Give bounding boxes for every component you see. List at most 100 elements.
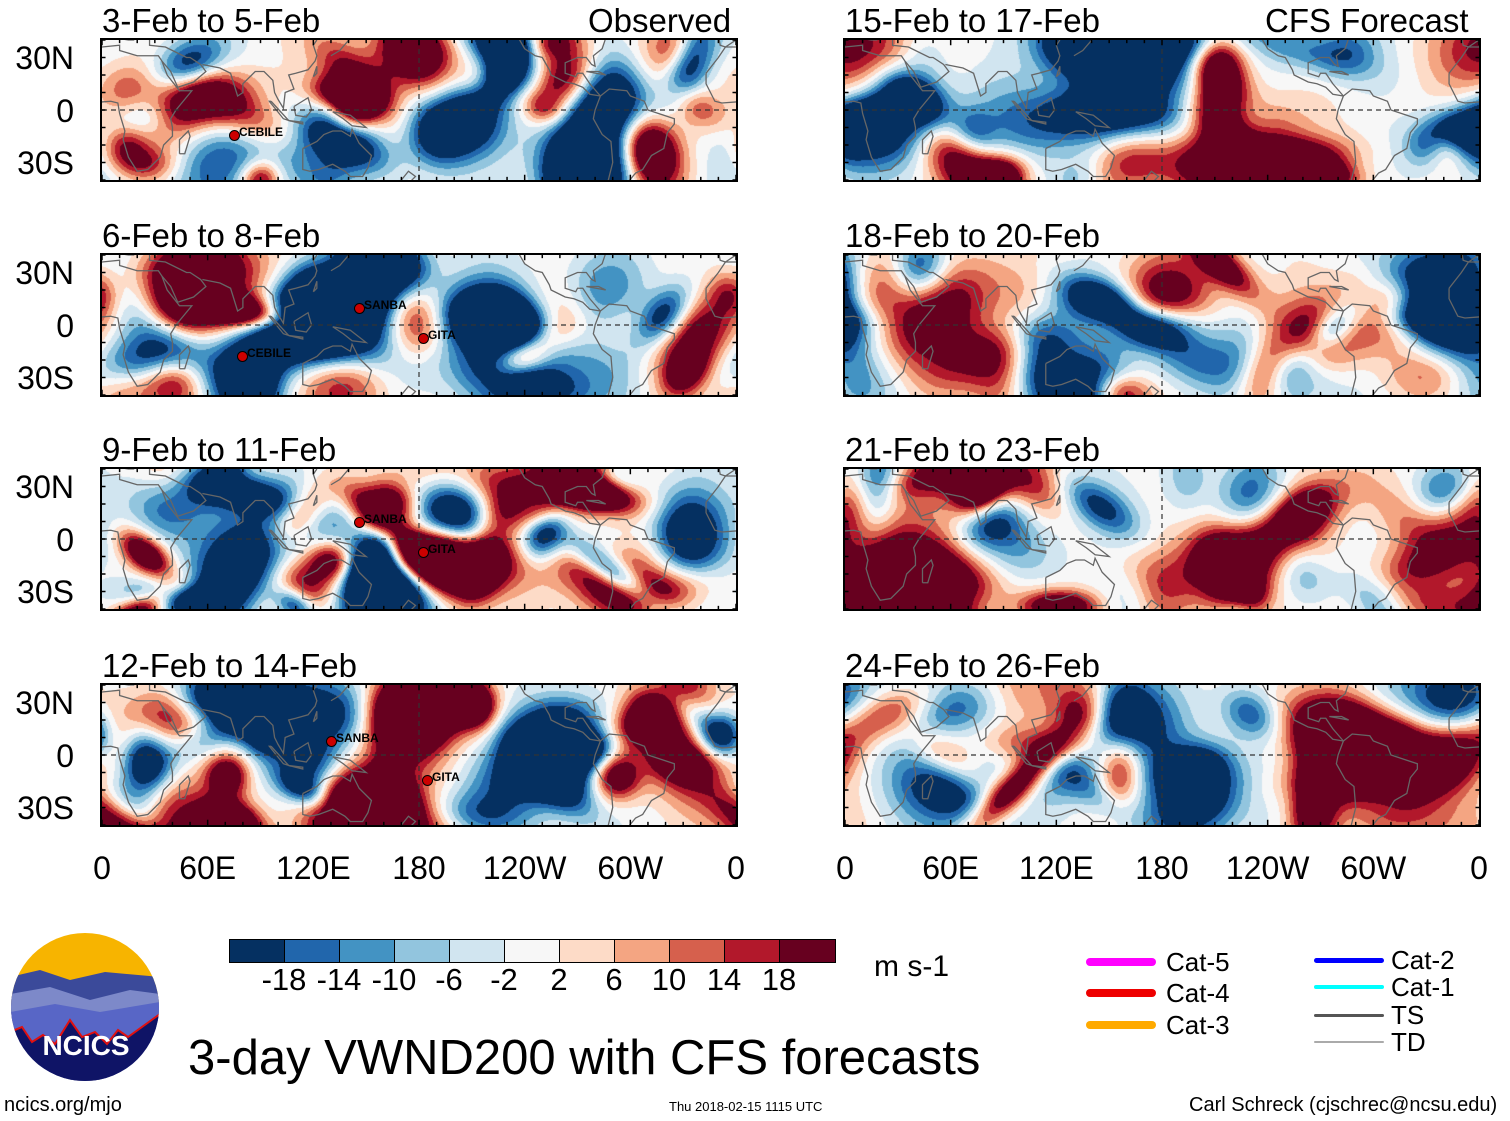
map-panel-forecast-2 [843,253,1481,397]
storm-marker-icon [422,775,433,786]
map-panel-forecast-4 [843,683,1481,827]
lon-tick-label: 120W [482,850,567,886]
lat-tick-label: 30S [17,145,74,181]
storm-marker-icon [354,303,365,314]
ncics-logo: NCICS [10,932,160,1082]
coastlines [102,469,736,609]
timestamp: Thu 2018-02-15 1115 UTC [669,1099,823,1114]
coastlines [102,255,736,395]
colorbar-swatch [450,940,505,962]
colorbar-label: 14 [706,962,742,997]
lat-tick-label: 0 [56,93,74,129]
colorbar-swatch [340,940,395,962]
colorbar-swatch [670,940,725,962]
lon-tick-label: 0 [836,850,854,886]
lat-tick-label: 0 [56,522,74,558]
colorbar-swatch [615,940,670,962]
lon-tick-label: 0 [727,850,745,886]
map-panel-observed-1: CEBILE [100,38,738,182]
legend-label: Cat-4 [1166,978,1230,1008]
coastlines [102,685,736,825]
storm-label: SANBA [364,512,407,526]
lat-tick-label: 30N [15,685,74,721]
figure-title: 3-day VWND200 with CFS forecasts [188,1031,981,1085]
colorbar-swatch [395,940,450,962]
coastlines [102,40,736,180]
lon-tick-label: 0 [1470,850,1488,886]
colorbar-label: 6 [605,962,623,997]
lon-tick-label: 120E [275,850,351,886]
panel-title: 15-Feb to 17-Feb [845,2,1100,39]
forecast-label: CFS Forecast [1265,2,1469,39]
storm-label: CEBILE [247,346,292,360]
panel-title: 24-Feb to 26-Feb [845,647,1100,684]
legend-line-cat-5 [1086,958,1156,966]
storm-label: SANBA [336,731,379,745]
storm-label: GITA [428,542,456,556]
svg-text:NCICS: NCICS [42,1030,129,1061]
colorbar-swatch [560,940,615,962]
storm-label: GITA [432,770,460,784]
map-panel-forecast-1 [843,38,1481,182]
storm-label: GITA [428,328,456,342]
legend-line-cat-4 [1086,989,1156,997]
panel-title: 3-Feb to 5-Feb [102,2,321,39]
units-label: m s-1 [874,950,949,983]
legend-label: Cat-3 [1166,1010,1230,1040]
storm-marker-icon [326,736,337,747]
lat-tick-label: 30S [17,360,74,396]
panel-title: 12-Feb to 14-Feb [102,647,357,684]
colorbar-label: -6 [435,962,463,997]
coastlines [845,40,1479,180]
map-panel-forecast-3 [843,467,1481,611]
colorbar-swatch [230,940,285,962]
coastlines [845,255,1479,395]
panel-title: 21-Feb to 23-Feb [845,431,1100,468]
colorbar-label: 10 [651,962,687,997]
storm-label: CEBILE [239,125,284,139]
legend-label: TD [1391,1027,1426,1057]
lon-tick-label: 60W [597,850,664,886]
lat-tick-label: 30N [15,255,74,291]
colorbar-swatch [285,940,340,962]
colorbar-swatch [780,940,835,962]
legend-line-cat-1 [1314,985,1384,989]
legend-line-ts [1314,1013,1384,1017]
storm-marker-icon [354,517,365,528]
lat-tick-label: 0 [56,308,74,344]
legend-label: Cat-5 [1166,947,1230,977]
map-panel-observed-3: SANBA GITA [100,467,738,611]
lat-tick-label: 0 [56,738,74,774]
storm-marker-icon [418,333,429,344]
lat-tick-label: 30S [17,574,74,610]
site-url[interactable]: ncics.org/mjo [4,1094,122,1116]
panel-title: 9-Feb to 11-Feb [102,431,337,468]
panel-title: 18-Feb to 20-Feb [845,217,1100,254]
legend-line-cat-2 [1314,957,1384,963]
legend-line-cat-3 [1086,1021,1156,1029]
lon-tick-label: 0 [93,850,111,886]
colorbar-label: -14 [316,962,362,997]
lat-tick-label: 30S [17,790,74,826]
credit: Carl Schreck (cjschrec@ncsu.edu) [1189,1094,1498,1116]
map-panel-observed-2: SANBA GITA CEBILE [100,253,738,397]
map-panel-observed-4: SANBA GITA [100,683,738,827]
panel-title: 6-Feb to 8-Feb [102,217,321,254]
legend-label: Cat-2 [1391,945,1455,975]
storm-marker-icon [237,351,248,362]
storm-label: SANBA [364,298,407,312]
colorbar-swatch [505,940,560,962]
legend-label: Cat-1 [1391,972,1455,1002]
legend-label: TS [1391,1000,1425,1030]
coastlines [845,469,1479,609]
coastlines [845,685,1479,825]
lon-tick-label: 60W [1340,850,1407,886]
lat-tick-label: 30N [15,40,74,76]
colorbar-swatch [725,940,780,962]
colorbar [229,939,836,963]
storm-marker-icon [418,547,429,558]
colorbar-label: 18 [761,962,797,997]
lon-tick-label: 120E [1018,850,1094,886]
lon-tick-label: 60E [179,850,237,886]
colorbar-label: 2 [550,962,568,997]
